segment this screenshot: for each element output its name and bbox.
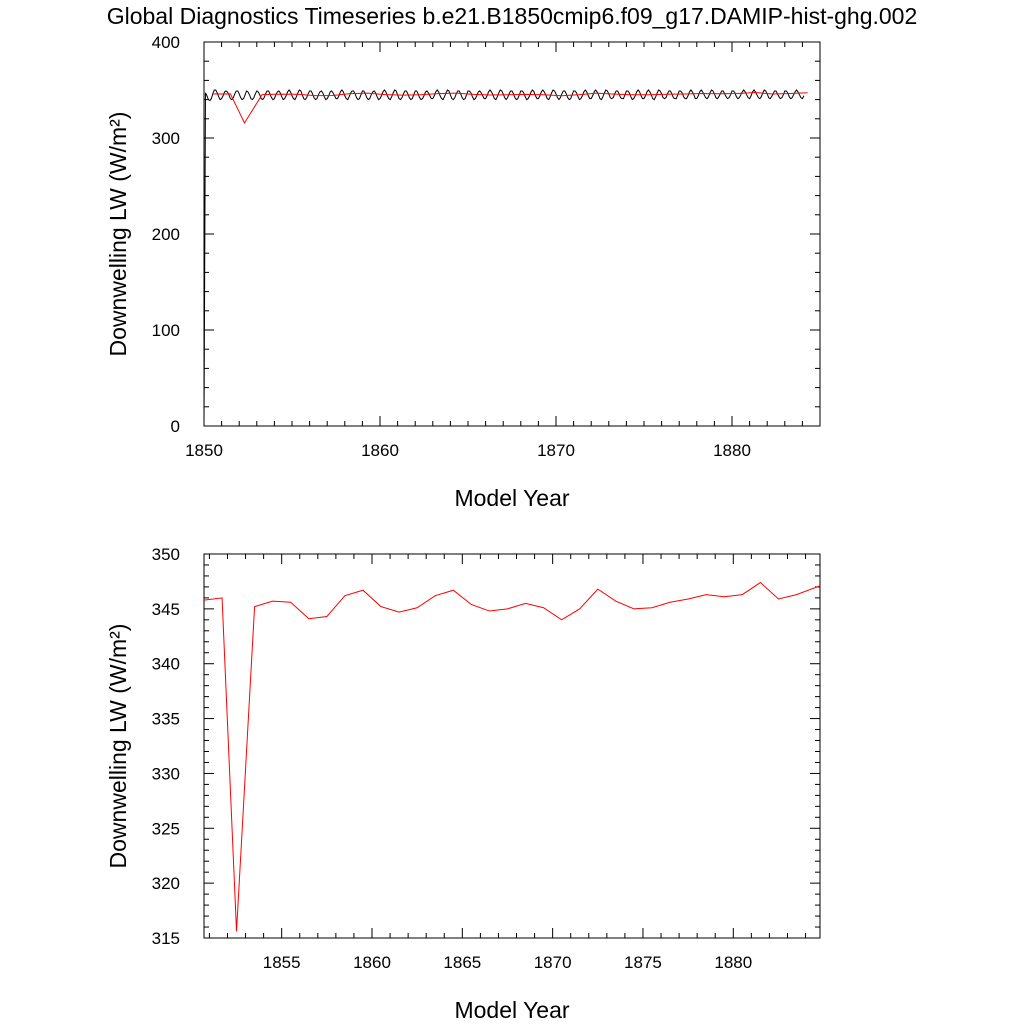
x-tick-label: 1870 [537, 441, 575, 460]
x-tick-label: 1880 [713, 441, 751, 460]
x-tick-label: 1865 [443, 953, 481, 972]
annual-series-line [212, 91, 808, 125]
y-tick-label: 300 [152, 129, 180, 148]
y-tick-label: 345 [152, 600, 180, 619]
y-axis-label: Downwelling LW (W/m²) [105, 624, 131, 869]
y-tick-label: 350 [152, 545, 180, 564]
x-tick-label: 1880 [714, 953, 752, 972]
x-tick-label: 1855 [263, 953, 301, 972]
x-tick-label: 1850 [185, 441, 223, 460]
y-tick-label: 325 [152, 819, 180, 838]
plot-frame [203, 41, 821, 427]
y-tick-label: 100 [152, 321, 180, 340]
y-tick-label: 330 [152, 764, 180, 783]
x-tick-label: 1875 [624, 953, 662, 972]
monthly-series-line [204, 89, 805, 426]
x-axis-label: Model Year [454, 485, 569, 511]
plot-frame [203, 553, 821, 939]
y-tick-label: 340 [152, 655, 180, 674]
y-axis-label: Downwelling LW (W/m²) [105, 112, 131, 357]
y-tick-label: 0 [171, 417, 180, 436]
y-tick-label: 315 [152, 929, 180, 948]
y-tick-label: 200 [152, 225, 180, 244]
x-tick-label: 1860 [353, 953, 391, 972]
y-tick-label: 400 [152, 33, 180, 52]
x-tick-label: 1870 [534, 953, 572, 972]
annual-series-line [204, 581, 820, 932]
y-tick-label: 335 [152, 710, 180, 729]
chart-title: Global Diagnostics Timeseries b.e21.B185… [107, 3, 918, 29]
x-axis-label: Model Year [454, 997, 569, 1023]
top-panel: 1850 1860 1870 1880 0 100 200 300 400 Model Year D… [105, 33, 821, 511]
x-tick-label: 1860 [361, 441, 399, 460]
bottom-panel: 1855 1860 1865 1870 1875 1880 315 320 325 330 335 3… [105, 545, 821, 1023]
y-tick-label: 320 [152, 874, 180, 893]
